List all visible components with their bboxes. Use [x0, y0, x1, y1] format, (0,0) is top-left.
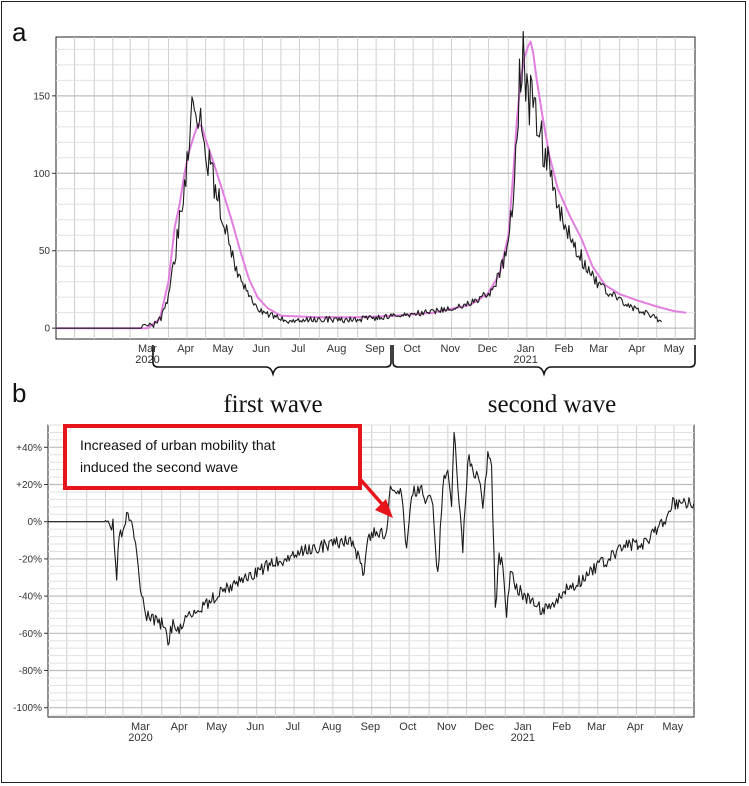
chart-a-x-tick-year: 2021	[513, 354, 537, 366]
chart-a-series	[56, 30, 687, 330]
chart-a-plot-area	[55, 36, 696, 340]
chart-b-x-tick-label: Oct	[399, 721, 416, 733]
chart-b-y-tick-label: -40%	[19, 592, 42, 603]
chart-b-x-tick-label: Apr	[627, 721, 644, 733]
annotation-box	[63, 424, 362, 490]
chart-b-x-tick-label: Mar	[131, 721, 150, 733]
chart-b-x-tick-label: May	[662, 721, 683, 733]
chart-a-y-tick-label: 0	[44, 324, 50, 335]
panel-label-b: b	[12, 378, 26, 408]
chart-a-y-tick-label: 50	[39, 246, 51, 257]
chart-b-x-tick-label: Apr	[171, 721, 188, 733]
chart-b-x-tick-label: Jul	[286, 721, 300, 733]
annotation-callout: Increased of urban mobility that induced…	[63, 424, 393, 518]
chart-a-x-tick-label: Feb	[555, 343, 574, 355]
chart-b-y-ticks: +40% +20% 0% -20% -40% -60% -80% -100%	[13, 443, 48, 714]
chart-b-y-tick-label: -60%	[19, 629, 42, 640]
chart-a-x-tick-label: Nov	[440, 343, 460, 355]
annotation-text-line-2: induced the second wave	[80, 459, 238, 475]
chart-b-x-tick-label: Jan	[514, 721, 532, 733]
first-wave-brace	[152, 345, 392, 377]
chart-b-y-tick-label: -100%	[13, 703, 42, 714]
chart-b-x-tick-label: Dec	[474, 721, 494, 733]
chart-a-x-tick-label: Apr	[177, 343, 194, 355]
chart-a-new-cases: 0 50 100 150 Mar 2020 Apr May Jun Jul Aug Sep Oct No…	[33, 30, 696, 366]
chart-a-x-tick-label: Sep	[365, 343, 385, 355]
chart-b-x-tick-label: Mar	[587, 721, 606, 733]
chart-a-x-tick-label: Apr	[628, 343, 645, 355]
chart-a-x-tick-label: Aug	[327, 343, 347, 355]
chart-b-x-tick-label: Sep	[361, 721, 381, 733]
chart-b-x-tick-label: Jun	[247, 721, 265, 733]
chart-b-x-tick-year: 2021	[511, 732, 535, 744]
panel-label-a: a	[12, 17, 27, 47]
chart-a-x-tick-label: Jul	[291, 343, 305, 355]
chart-b-x-tick-label: Aug	[322, 721, 342, 733]
chart-a-y-tick-label: 100	[33, 169, 50, 180]
chart-b-x-tick-label: Feb	[552, 721, 571, 733]
chart-a-x-tick-label: Dec	[478, 343, 498, 355]
chart-a-x-tick-label: Jun	[252, 343, 270, 355]
chart-a-x-tick-label: May	[212, 343, 233, 355]
chart-a-x-tick-label: Mar	[589, 343, 608, 355]
chart-b-grid	[48, 424, 694, 717]
chart-a-series-pink-line	[56, 40, 687, 330]
chart-a-x-tick-label: May	[664, 343, 685, 355]
chart-a-x-ticks: Mar 2020 Apr May Jun Jul Aug Sep Oct Nov Dec Jan202…	[135, 343, 685, 366]
second-wave-label: second wave	[488, 391, 616, 418]
chart-b-y-tick-label: +40%	[16, 443, 42, 454]
chart-b-series	[48, 432, 695, 646]
chart-b-x-tick-label: May	[206, 721, 227, 733]
chart-b-series-black-line	[48, 432, 695, 646]
chart-b-x-tick-year: 2020	[128, 732, 152, 744]
chart-a-y-tick-label: 150	[33, 91, 50, 102]
chart-a-x-tick-year: 2020	[135, 354, 159, 366]
chart-b-y-tick-label: -20%	[19, 554, 42, 565]
annotation-arrowhead	[375, 499, 393, 518]
chart-a-x-tick-label: Oct	[403, 343, 420, 355]
chart-b-y-tick-label: 0%	[28, 517, 43, 528]
chart-a-y-ticks: 0 50 100 150	[33, 91, 56, 335]
chart-b-x-tick-label: Nov	[437, 721, 457, 733]
annotation-text-line-1: Increased of urban mobility that	[80, 437, 275, 453]
wave-braces	[152, 345, 696, 377]
chart-a-x-tick-label: Jan	[517, 343, 535, 355]
chart-b-y-tick-label: +20%	[16, 480, 42, 491]
chart-a-series-black-line	[56, 30, 663, 329]
annotation-arrow	[358, 477, 384, 506]
first-wave-label: first wave	[223, 391, 322, 418]
second-wave-brace	[392, 345, 696, 377]
chart-b-y-tick-label: -80%	[19, 666, 42, 677]
